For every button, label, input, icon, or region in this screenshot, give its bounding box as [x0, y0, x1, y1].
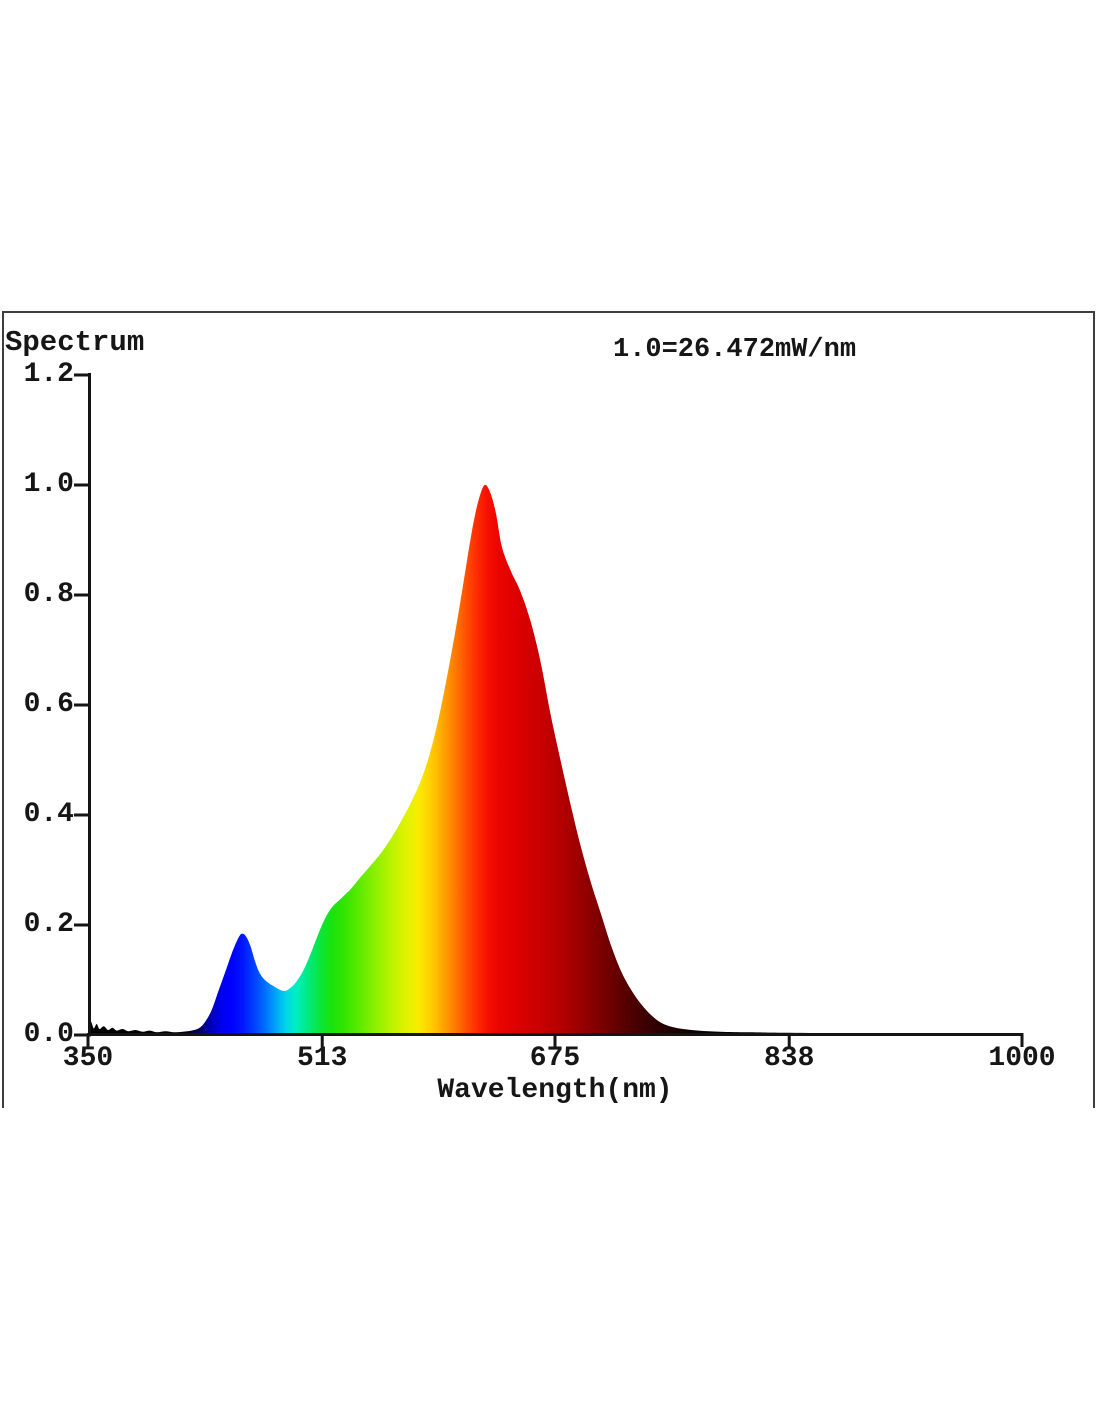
- x-axis-label: Wavelength(nm): [437, 1075, 673, 1106]
- y-tick-label: 1.2: [23, 359, 74, 390]
- scale-annotation: 1.0=26.472mW/nm: [613, 335, 857, 365]
- chart-frame: [2, 311, 1095, 1108]
- chart-title: Spectrum: [5, 326, 145, 359]
- y-tick-label: 0.0: [23, 1019, 74, 1050]
- y-tick-label: 0.6: [23, 689, 74, 720]
- x-tick-label: 838: [763, 1043, 815, 1074]
- y-tick-label: 0.2: [23, 909, 74, 940]
- spectrum-area: [88, 484, 1022, 1036]
- y-tick-label: 0.8: [23, 579, 74, 610]
- x-tick-label: 675: [529, 1043, 581, 1074]
- x-tick-label: 513: [296, 1043, 348, 1074]
- y-tick-label: 0.4: [23, 799, 74, 830]
- x-tick-label: 350: [62, 1043, 114, 1074]
- x-tick-label: 1000: [988, 1043, 1056, 1074]
- y-tick-label: 1.0: [23, 469, 74, 500]
